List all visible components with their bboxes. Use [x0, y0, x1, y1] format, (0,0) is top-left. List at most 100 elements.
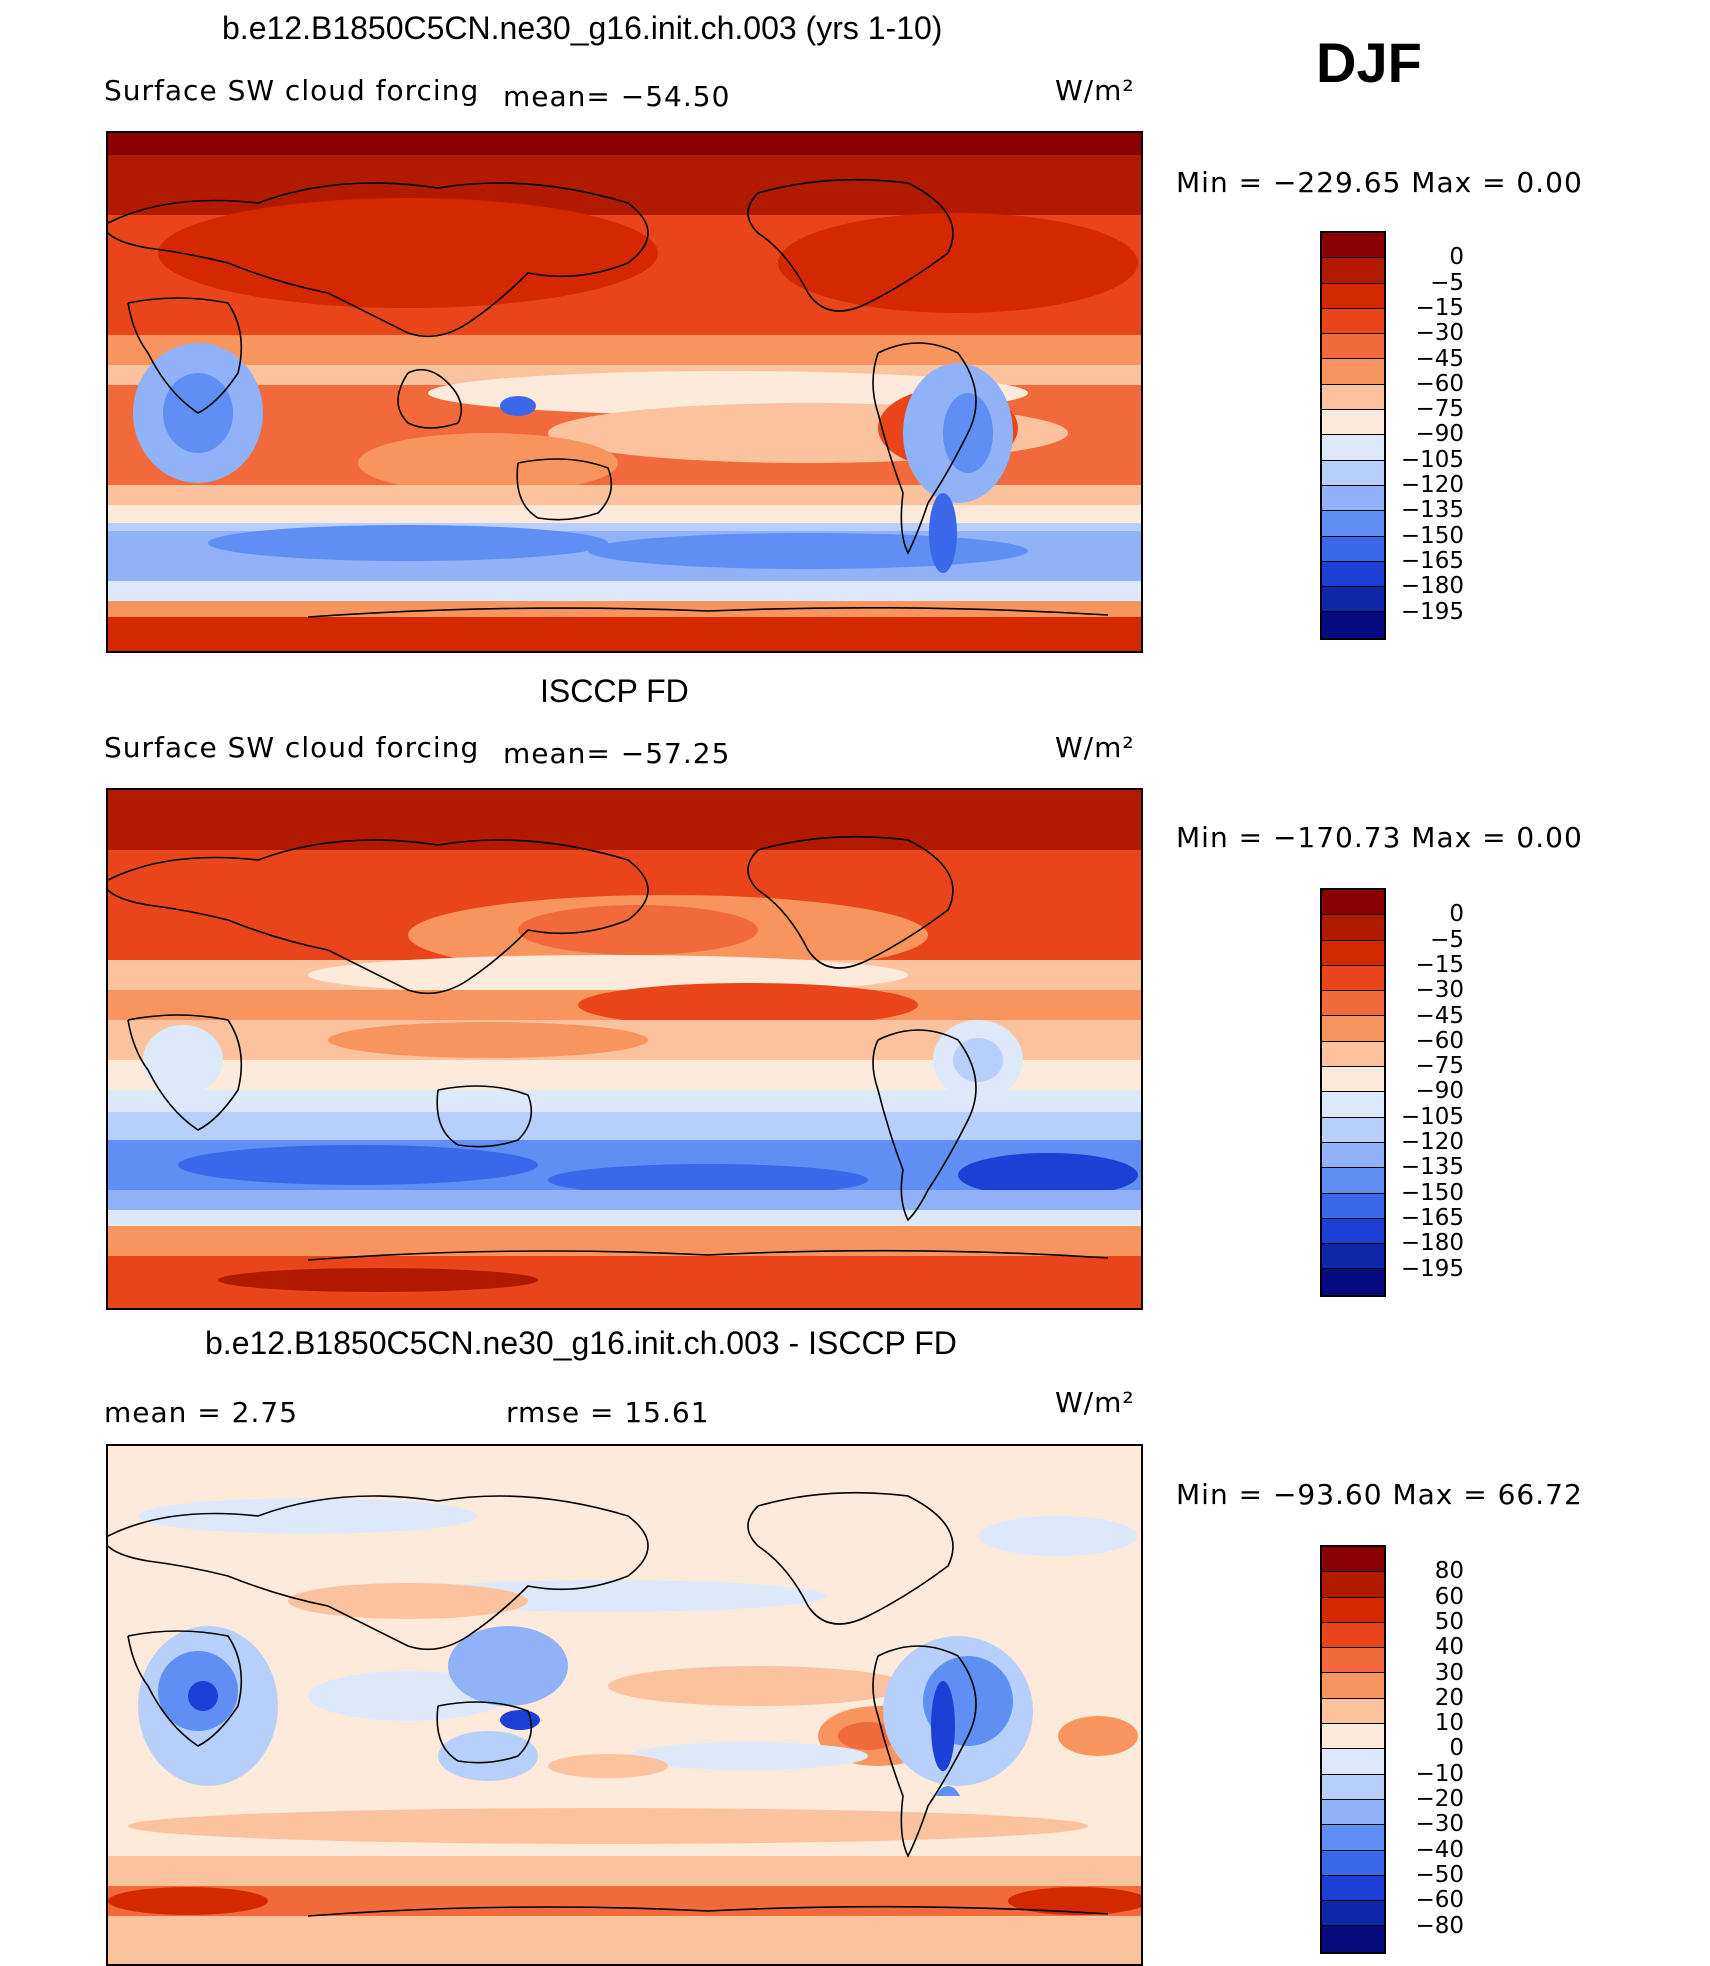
- panel2-map: [106, 788, 1143, 1310]
- panel3-title: b.e12.B1850C5CN.ne30_g16.init.ch.003 - I…: [205, 1325, 957, 1361]
- colorbar-tick-label: −15: [1415, 951, 1464, 978]
- colorbar-tick-label: −10: [1415, 1760, 1464, 1787]
- colorbar-tick-label: −5: [1430, 926, 1464, 953]
- colorbar-segment: [1322, 890, 1384, 916]
- colorbar-tick-label: −30: [1415, 977, 1464, 1004]
- colorbar-tick-label: −180: [1400, 1230, 1464, 1257]
- colorbar-segment: [1322, 283, 1384, 309]
- colorbar-segment: [1322, 1067, 1384, 1093]
- colorbar-segment: [1322, 1142, 1384, 1169]
- panel1-colorbar: [1320, 231, 1386, 640]
- colorbar-tick-label: −120: [1400, 1129, 1464, 1155]
- colorbar-tick-label: −30: [1415, 1811, 1464, 1838]
- colorbar-segment: [1322, 435, 1384, 461]
- colorbar-segment: [1322, 1724, 1384, 1750]
- panel3-rmse-label: rmse = 15.61: [506, 1396, 710, 1429]
- panel1-title: b.e12.B1850C5CN.ne30_g16.init.ch.003 (yr…: [222, 10, 943, 46]
- colorbar-segment: [1322, 1016, 1384, 1042]
- colorbar-segment: [1322, 940, 1384, 966]
- colorbar-tick-label: 50: [1434, 1608, 1464, 1635]
- colorbar-tick-label: −180: [1400, 573, 1464, 600]
- colorbar-segment: [1322, 1825, 1384, 1851]
- colorbar-segment: [1322, 1269, 1384, 1295]
- colorbar-segment: [1322, 258, 1384, 284]
- panel1-minmax: Min = −229.65 Max = 0.00: [1176, 166, 1583, 199]
- panel2-units: W/m²: [1055, 731, 1135, 764]
- colorbar-tick-label: −60: [1415, 1027, 1464, 1054]
- panel2-mean-label: mean= −57.25: [503, 737, 731, 770]
- colorbar-segment: [1322, 1875, 1384, 1902]
- colorbar-tick-label: 0: [1449, 244, 1464, 271]
- colorbar-tick-label: −60: [1415, 1887, 1464, 1914]
- colorbar-tick-label: −80: [1415, 1912, 1464, 1939]
- colorbar-tick-label: −15: [1415, 294, 1464, 321]
- colorbar-tick-label: −75: [1415, 1053, 1464, 1080]
- colorbar-tick-label: −195: [1400, 598, 1464, 625]
- colorbar-segment: [1322, 1850, 1384, 1876]
- panel1-mean-label: mean= −54.50: [503, 80, 731, 113]
- colorbar-segment: [1322, 561, 1384, 588]
- colorbar-tick-label: −45: [1415, 345, 1464, 372]
- colorbar-segment: [1322, 511, 1384, 537]
- colorbar-segment: [1322, 1799, 1384, 1826]
- colorbar-tick-label: 60: [1434, 1583, 1464, 1610]
- colorbar-segment: [1322, 1092, 1384, 1118]
- colorbar-tick-label: 80: [1434, 1558, 1464, 1585]
- colorbar-tick-label: −150: [1400, 522, 1464, 549]
- colorbar-tick-label: −30: [1415, 320, 1464, 347]
- colorbar-tick-label: 40: [1434, 1634, 1464, 1661]
- colorbar-tick-label: −135: [1400, 497, 1464, 524]
- colorbar-segment: [1322, 1648, 1384, 1674]
- panel3-minmax: Min = −93.60 Max = 66.72: [1176, 1478, 1583, 1511]
- colorbar-segment: [1322, 1244, 1384, 1270]
- panel3-colorbar: [1320, 1545, 1386, 1954]
- colorbar-tick-label: −90: [1415, 421, 1464, 448]
- colorbar-tick-label: −90: [1415, 1078, 1464, 1105]
- colorbar-tick-label: 30: [1434, 1659, 1464, 1686]
- colorbar-segment: [1322, 536, 1384, 562]
- colorbar-segment: [1322, 1673, 1384, 1699]
- colorbar-segment: [1322, 991, 1384, 1017]
- colorbar-segment: [1322, 1547, 1384, 1573]
- colorbar-tick-label: −135: [1400, 1154, 1464, 1181]
- colorbar-segment: [1322, 1218, 1384, 1245]
- colorbar-segment: [1322, 460, 1384, 486]
- colorbar-tick-label: −165: [1400, 547, 1464, 574]
- panel3-units: W/m²: [1055, 1386, 1135, 1419]
- colorbar-tick-label: −50: [1415, 1861, 1464, 1888]
- colorbar-tick-label: −105: [1400, 446, 1464, 473]
- colorbar-segment: [1322, 334, 1384, 360]
- panel2-minmax: Min = −170.73 Max = 0.00: [1176, 821, 1583, 854]
- panel2-colorbar: [1320, 888, 1386, 1297]
- colorbar-tick-label: −45: [1415, 1002, 1464, 1029]
- colorbar-tick-label: −105: [1400, 1103, 1464, 1130]
- panel1-map: [106, 131, 1143, 653]
- colorbar-segment: [1322, 1041, 1384, 1068]
- colorbar-tick-label: 0: [1449, 1735, 1464, 1762]
- colorbar-tick-label: −165: [1400, 1204, 1464, 1231]
- colorbar-tick-label: 0: [1449, 901, 1464, 928]
- colorbar-segment: [1322, 1926, 1384, 1952]
- colorbar-tick-label: −75: [1415, 396, 1464, 423]
- colorbar-segment: [1322, 233, 1384, 259]
- season-label: DJF: [1316, 31, 1422, 94]
- colorbar-segment: [1322, 1597, 1384, 1623]
- colorbar-segment: [1322, 410, 1384, 436]
- colorbar-tick-label: −195: [1400, 1255, 1464, 1282]
- colorbar-segment: [1322, 1193, 1384, 1219]
- panel3-map: [106, 1444, 1143, 1966]
- colorbar-segment: [1322, 1117, 1384, 1143]
- panel2-title: ISCCP FD: [540, 673, 689, 709]
- colorbar-tick-label: 10: [1434, 1710, 1464, 1737]
- colorbar-tick-label: −5: [1430, 269, 1464, 296]
- colorbar-tick-label: −60: [1415, 370, 1464, 397]
- colorbar-tick-label: −40: [1415, 1836, 1464, 1863]
- colorbar-segment: [1322, 1698, 1384, 1725]
- panel3-mean-label: mean = 2.75: [104, 1396, 299, 1429]
- colorbar-segment: [1322, 1572, 1384, 1598]
- colorbar-segment: [1322, 1901, 1384, 1927]
- colorbar-segment: [1322, 485, 1384, 512]
- colorbar-segment: [1322, 384, 1384, 411]
- colorbar-segment: [1322, 1749, 1384, 1775]
- colorbar-segment: [1322, 1168, 1384, 1194]
